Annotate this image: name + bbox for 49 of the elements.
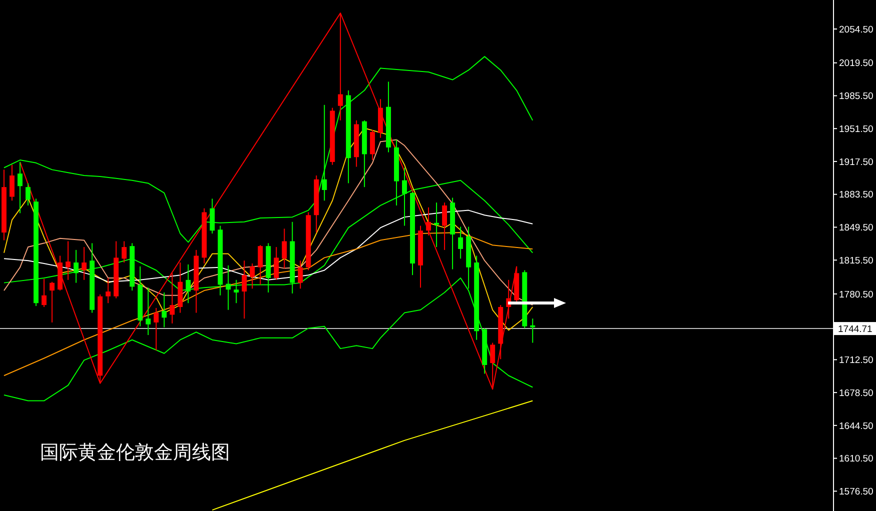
line-series <box>4 139 534 306</box>
y-tick-label: 1985.50 <box>839 91 874 102</box>
candlestick <box>458 226 464 260</box>
candlestick <box>18 161 23 214</box>
candlestick <box>66 240 71 280</box>
y-tick-label: 1849.50 <box>839 222 874 234</box>
candlestick <box>42 278 47 308</box>
y-tick-label: 1780.50 <box>839 289 874 300</box>
candlestick <box>258 244 263 286</box>
candlestick <box>298 260 303 290</box>
y-tick-label: 1610.50 <box>839 454 874 465</box>
y-tick-label: 1644.50 <box>839 420 874 432</box>
candlestick <box>106 277 111 304</box>
text: 国际黄金伦敦金周线图 <box>40 442 230 464</box>
candlestick <box>74 249 79 284</box>
y-tick-label: 1883.50 <box>839 190 874 201</box>
candlestick <box>122 240 127 264</box>
candlestick <box>50 281 55 323</box>
ref-line-label: 1744.71 <box>838 324 872 335</box>
candlestick <box>274 246 279 280</box>
candlestick <box>530 318 536 344</box>
candlestick <box>242 260 247 320</box>
y-tick-label: 1951.50 <box>839 124 874 135</box>
candlestick <box>162 292 167 328</box>
candlestick <box>26 182 31 206</box>
candlestick <box>370 130 375 161</box>
line-series <box>4 232 534 376</box>
y-tick-label: 1917.50 <box>839 156 874 168</box>
candlestick <box>250 262 255 290</box>
y-tick-label: 1576.50 <box>839 486 874 498</box>
candlestick <box>322 104 327 202</box>
candlestick <box>10 164 14 202</box>
y-tick-label: 1678.50 <box>839 388 874 399</box>
y-tick-label: 1712.50 <box>839 355 874 366</box>
y-tick-label: 1815.50 <box>839 255 874 266</box>
candlestick <box>154 307 159 351</box>
line-series <box>4 56 534 243</box>
y-tick-label: 2054.50 <box>839 24 874 36</box>
line-series <box>212 400 534 511</box>
candlestick <box>426 206 431 236</box>
candlestick <box>210 198 215 234</box>
candlestick <box>282 228 287 269</box>
line-series <box>4 128 534 331</box>
candlestick <box>442 202 448 250</box>
candlestick <box>434 202 440 248</box>
candlestick <box>170 272 175 324</box>
candlestick <box>146 287 151 336</box>
y-tick-label: 2019.50 <box>839 58 874 70</box>
candlestick <box>82 246 87 280</box>
